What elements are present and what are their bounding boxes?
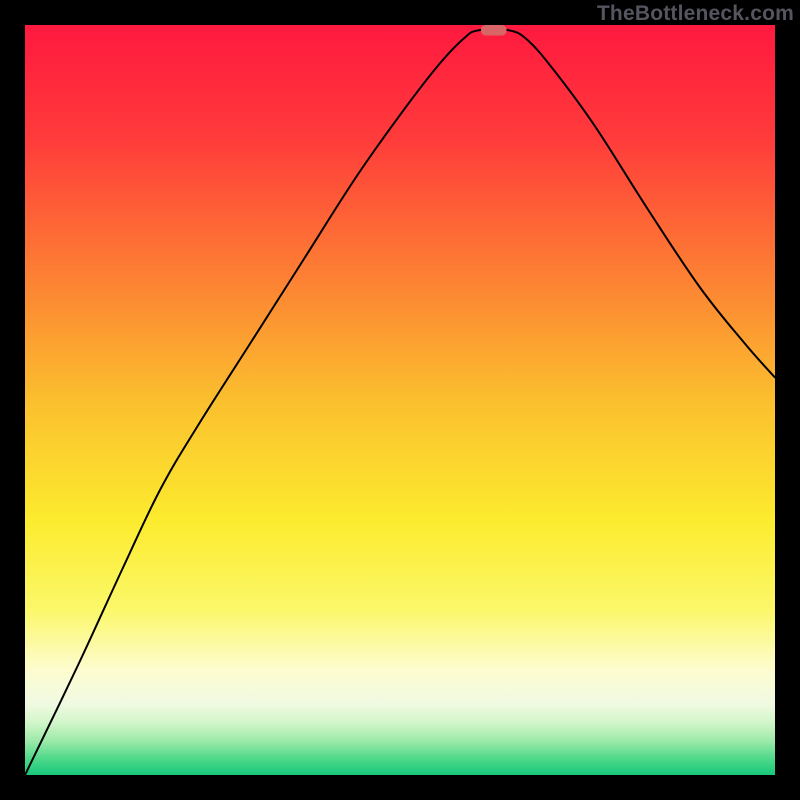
gradient-bg xyxy=(25,25,775,775)
watermark-text: TheBottleneck.com xyxy=(597,2,794,26)
plot-area xyxy=(25,25,775,775)
optimal-marker xyxy=(481,25,507,36)
plot-svg xyxy=(25,25,775,775)
chart-frame: TheBottleneck.com xyxy=(0,0,800,800)
